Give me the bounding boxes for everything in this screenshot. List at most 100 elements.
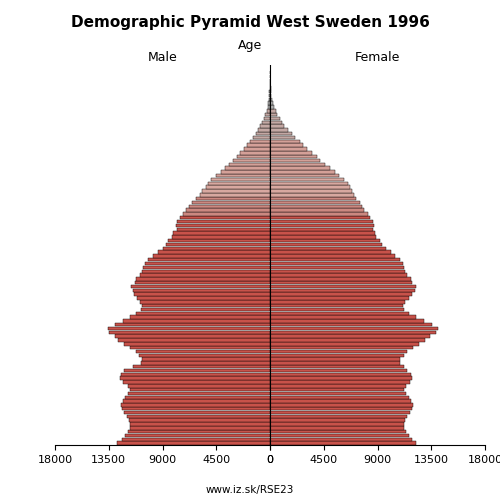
Bar [122,407,270,410]
Bar [216,174,270,178]
Bar [208,182,270,185]
Bar [130,422,270,426]
Bar [270,369,407,372]
Bar [270,235,376,238]
Bar [142,304,270,308]
Bar [123,380,270,384]
Title: Male: Male [148,51,178,64]
Bar [270,94,272,98]
Bar [270,178,344,182]
Title: Female: Female [355,51,400,64]
Bar [270,274,407,277]
Bar [166,243,270,246]
Bar [144,266,270,269]
Bar [270,246,386,250]
Text: Demographic Pyramid West Sweden 1996: Demographic Pyramid West Sweden 1996 [70,15,430,30]
Bar [270,384,406,388]
Bar [270,170,334,173]
Text: 10: 10 [270,400,283,410]
Bar [270,266,404,269]
Bar [268,102,270,105]
Bar [270,197,356,200]
Bar [270,224,374,227]
Bar [270,204,362,208]
Bar [270,220,372,224]
Text: 80: 80 [270,132,283,142]
Bar [124,342,270,345]
Bar [270,212,368,216]
Bar [270,414,407,418]
Bar [132,285,270,288]
Text: 60: 60 [270,209,283,219]
Bar [136,312,270,315]
Bar [266,113,270,116]
Bar [270,174,340,178]
Bar [270,90,271,94]
Bar [168,239,270,242]
Bar [270,113,278,116]
Bar [135,281,270,284]
Bar [270,285,416,288]
Bar [270,186,350,189]
Bar [270,392,406,395]
Bar [270,128,288,132]
Bar [270,136,295,140]
Bar [270,376,412,380]
Bar [248,144,270,147]
Bar [262,120,270,124]
Bar [128,392,270,395]
Bar [128,430,270,434]
Text: 40: 40 [270,286,283,296]
Bar [270,193,353,196]
Bar [138,354,270,357]
Bar [270,346,414,350]
Bar [270,281,412,284]
Bar [158,250,270,254]
Bar [270,330,436,334]
Bar [117,442,270,445]
Bar [270,316,416,319]
Bar [270,228,372,231]
Bar [270,258,400,262]
Text: 90: 90 [270,94,283,104]
Bar [270,250,390,254]
Bar [140,300,270,304]
Bar [270,372,411,376]
Bar [130,346,270,350]
Bar [270,327,438,330]
Bar [270,166,330,170]
Bar [270,270,405,273]
Bar [177,228,270,231]
Bar [270,308,404,311]
Bar [200,193,270,196]
Bar [130,316,270,319]
Bar [172,235,270,238]
Bar [136,277,270,280]
Bar [118,338,270,342]
Text: 30: 30 [270,324,283,334]
Bar [264,116,270,120]
Bar [270,403,414,406]
Bar [114,334,270,338]
Bar [270,201,360,204]
Bar [270,144,304,147]
Bar [270,396,408,399]
Bar [270,418,405,422]
Bar [136,350,270,353]
Bar [270,288,414,292]
Bar [270,254,396,258]
Text: www.iz.sk/RSE23: www.iz.sk/RSE23 [206,485,294,495]
Bar [270,342,420,345]
Bar [270,407,412,410]
Bar [128,384,270,388]
Bar [270,116,280,120]
Bar [130,426,270,430]
Bar [148,258,270,262]
Bar [153,254,270,258]
Bar [270,98,272,101]
Bar [270,140,300,143]
Bar [270,380,410,384]
Bar [120,372,270,376]
Bar [270,132,291,136]
Bar [212,178,270,182]
